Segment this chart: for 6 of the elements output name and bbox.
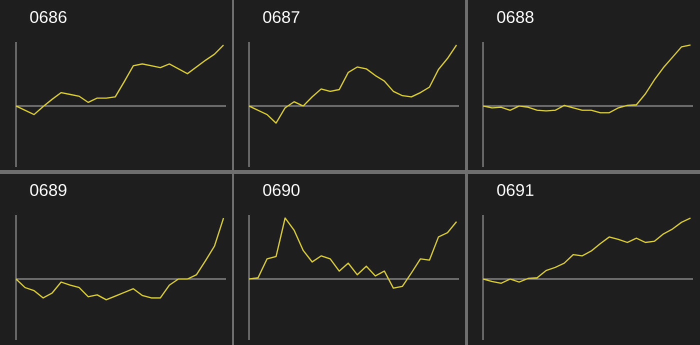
chart-title: 0687 [263,11,300,24]
chart-title: 0690 [263,184,300,196]
chart-title: 0689 [30,184,66,196]
chart-title: 0686 [30,11,66,24]
chart-title: 0688 [497,11,534,24]
chart-title: 0691 [497,184,534,196]
